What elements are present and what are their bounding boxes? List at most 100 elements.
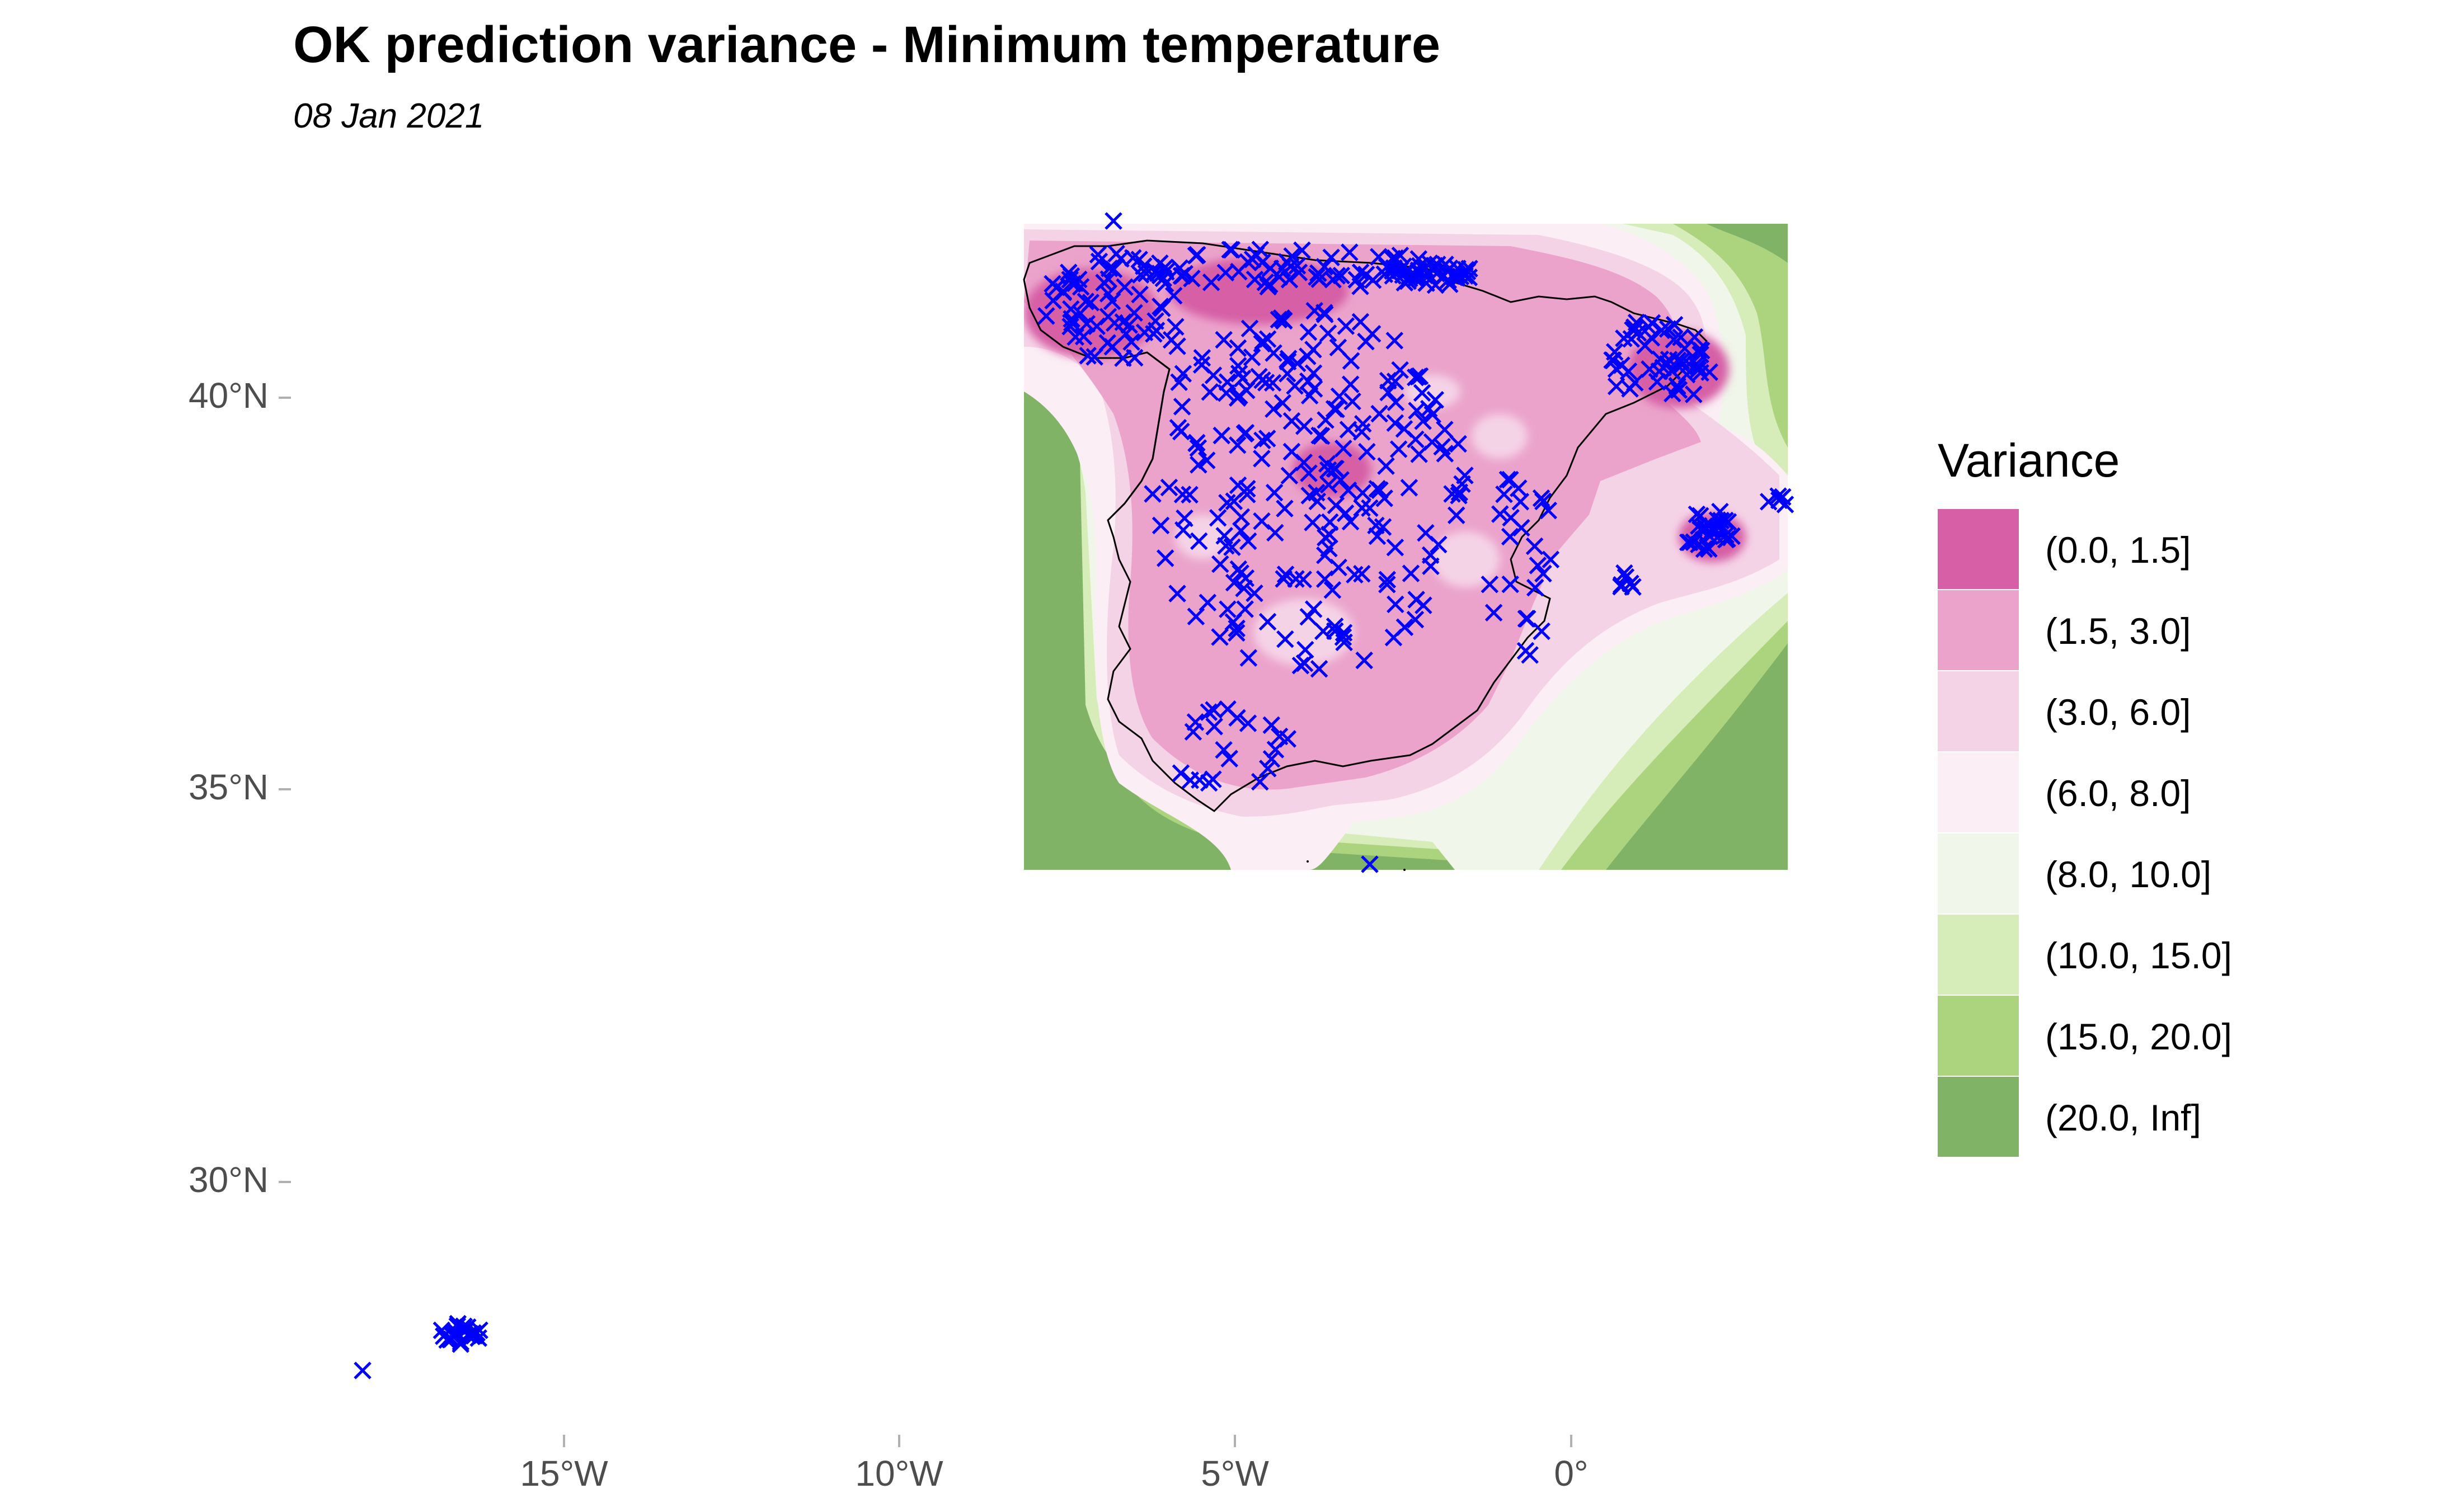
station-marker (1411, 367, 1429, 385)
station-marker (1137, 265, 1155, 282)
station-marker (1217, 537, 1235, 555)
x-tick-mark (898, 1435, 900, 1447)
station-marker (1414, 412, 1432, 430)
station-marker (1342, 352, 1360, 370)
station-marker (1484, 604, 1503, 622)
station-marker (1441, 275, 1459, 293)
station-marker (1174, 365, 1192, 383)
station-marker (1232, 508, 1251, 526)
station-marker (1317, 411, 1335, 429)
station-marker (1258, 760, 1277, 778)
x-tick-mark (1234, 1435, 1236, 1447)
station-marker (1238, 479, 1256, 498)
variance-patch-south (1253, 599, 1354, 666)
station-marker (1204, 770, 1222, 788)
station-marker (452, 1335, 469, 1353)
legend-swatch-0 (1938, 509, 2019, 589)
station-marker (1444, 265, 1463, 284)
legend-label-3: (6.0, 8.0] (2045, 773, 2191, 814)
station-marker (1343, 392, 1361, 411)
station-marker (1386, 538, 1404, 557)
station-marker (1319, 461, 1337, 479)
station-marker (1147, 322, 1166, 340)
station-marker (1341, 243, 1359, 261)
station-marker (1481, 575, 1499, 594)
station-marker (1258, 330, 1277, 348)
station-marker (1089, 246, 1107, 263)
legend-title: Variance (1938, 434, 2120, 487)
station-marker (1447, 506, 1465, 524)
station-marker (1353, 564, 1371, 583)
legend-swatch-5 (1938, 915, 2019, 995)
station-marker (1169, 418, 1187, 437)
station-marker (1665, 315, 1684, 334)
station-marker (1627, 313, 1646, 332)
station-marker (1190, 456, 1207, 474)
station-marker (1517, 610, 1535, 628)
station-marker (1270, 727, 1289, 746)
legend-swatch-6 (1938, 996, 2019, 1076)
station-marker (1230, 262, 1248, 281)
station-marker (1228, 436, 1247, 454)
station-marker (1502, 508, 1520, 527)
legend-label-1: (1.5, 3.0] (2045, 610, 2191, 652)
station-marker (1293, 241, 1311, 260)
station-marker (1328, 267, 1346, 285)
station-marker (1510, 479, 1528, 497)
station-marker (1213, 426, 1230, 445)
station-marker (1263, 374, 1282, 392)
station-marker (1239, 649, 1258, 667)
x-tick-label-5w: 5°W (1201, 1453, 1269, 1494)
station-marker (1718, 530, 1736, 548)
station-marker (1673, 356, 1691, 374)
station-marker (1209, 508, 1227, 527)
station-marker (1079, 347, 1097, 365)
station-marker (1265, 400, 1282, 418)
station-marker (1691, 364, 1709, 382)
station-marker (1402, 564, 1420, 582)
x-tick-label-0: 0° (1554, 1453, 1589, 1494)
station-marker (1339, 421, 1357, 439)
station-marker (1187, 247, 1205, 265)
y-tick-label-30n: 30°N (189, 1160, 269, 1200)
station-marker (1114, 349, 1132, 368)
station-marker (1410, 445, 1428, 463)
station-marker (1266, 524, 1284, 542)
station-marker (1282, 412, 1301, 430)
station-marker (1105, 212, 1122, 230)
station-marker (1078, 315, 1096, 333)
station-marker (1526, 578, 1544, 597)
station-marker (1272, 309, 1291, 327)
station-marker (1421, 546, 1440, 564)
legend-label-6: (15.0, 20.0] (2045, 1016, 2232, 1057)
station-marker (1211, 628, 1229, 646)
y-tick-label-40n: 40°N (189, 375, 269, 416)
station-marker (1181, 486, 1199, 504)
station-marker (1219, 700, 1237, 718)
station-marker (1621, 380, 1639, 398)
station-marker (1607, 377, 1625, 395)
station-marker (1426, 391, 1444, 409)
station-marker (1384, 262, 1402, 280)
station-marker (1305, 380, 1323, 398)
station-marker (1408, 268, 1426, 286)
station-marker (1253, 431, 1271, 450)
station-marker (1615, 564, 1633, 582)
legend-swatch-2 (1938, 671, 2019, 751)
station-marker (1378, 571, 1397, 589)
station-marker (1253, 450, 1271, 468)
station-marker (1456, 467, 1474, 484)
station-marker (1665, 331, 1683, 348)
station-marker (1321, 513, 1339, 531)
station-marker (1648, 373, 1666, 391)
station-marker (1407, 369, 1425, 387)
station-marker (1237, 423, 1255, 442)
station-marker (1160, 478, 1178, 497)
station-marker (1218, 494, 1236, 512)
station-marker (1384, 628, 1403, 647)
station-marker (1307, 483, 1326, 502)
station-marker (1246, 584, 1263, 602)
station-marker (1417, 274, 1435, 292)
station-marker (1368, 479, 1387, 498)
station-marker (1501, 527, 1519, 546)
